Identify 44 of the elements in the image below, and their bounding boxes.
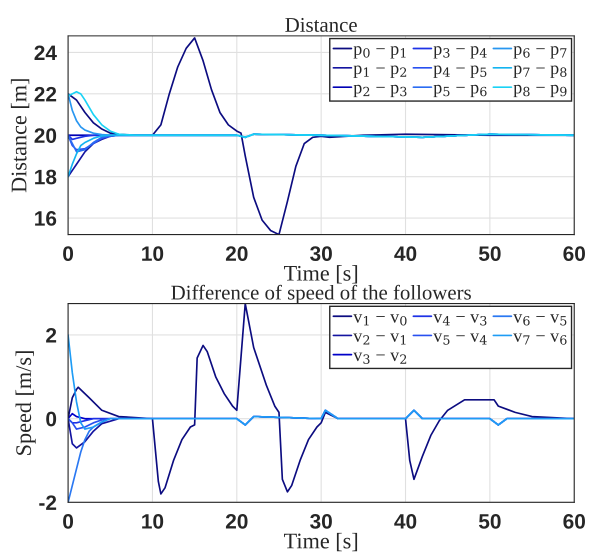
- y-axis-title: Speed [m/s]: [16, 351, 36, 455]
- y-tick-label: 16: [35, 211, 56, 226]
- legend-label: p$_{2}$ − p$_{3}$: [354, 84, 406, 98]
- x-tick-label: 40: [394, 514, 416, 529]
- x-tick-label: 50: [478, 246, 501, 262]
- x-tick-label: 0: [63, 514, 74, 529]
- x-tick-label: 10: [142, 246, 164, 262]
- legend-label: v$_{5}$ − v$_{4}$: [433, 333, 487, 345]
- x-tick-label: 40: [394, 246, 416, 262]
- legend-label: v$_{3}$ − v$_{2}$: [353, 352, 406, 364]
- legend-label: p$_{1}$ − p$_{2}$: [354, 65, 406, 78]
- legend-label: v$_{7}$ − v$_{6}$: [513, 333, 567, 345]
- legend-label: p$_{8}$ − p$_{9}$: [514, 84, 567, 98]
- y-tick-label: 24: [34, 45, 57, 60]
- x-tick-label: 30: [310, 514, 332, 529]
- x-tick-label: 20: [226, 514, 248, 529]
- legend-label: p$_{3}$ − p$_{4}$: [434, 46, 487, 59]
- y-axis-title: Distance [m]: [10, 79, 30, 192]
- legend-label: p$_{6}$ − p$_{7}$: [514, 46, 566, 59]
- x-tick-label: 0: [63, 246, 74, 262]
- y-tick-label: 22: [34, 86, 56, 102]
- legend-label: p$_{5}$ − p$_{6}$: [434, 84, 487, 98]
- legend-label: v$_{1}$ − v$_{0}$: [353, 314, 407, 326]
- legend-label: p$_{0}$ − p$_{1}$: [354, 46, 406, 59]
- chart-title: Difference of speed of the followers: [171, 284, 471, 304]
- legend-label: v$_{4}$ − v$_{3}$: [433, 314, 486, 326]
- y-tick-label: -2: [39, 495, 56, 510]
- x-axis-title: Time [s]: [284, 532, 358, 552]
- x-axis-title: Time [s]: [284, 265, 358, 284]
- chart-title: Distance: [285, 18, 357, 32]
- legend-label: v$_{2}$ − v$_{1}$: [353, 333, 406, 345]
- x-tick-label: 60: [563, 514, 585, 529]
- y-tick-label: 18: [35, 170, 56, 184]
- x-tick-label: 60: [563, 246, 585, 262]
- x-tick-label: 30: [310, 246, 332, 262]
- legend-label: p$_{7}$ − p$_{8}$: [514, 65, 567, 78]
- y-tick-label: 0: [46, 412, 56, 426]
- x-tick-label: 50: [478, 514, 501, 529]
- x-tick-label: 20: [226, 246, 248, 262]
- legend-label: p$_{4}$ − p$_{5}$: [434, 65, 486, 78]
- y-tick-label: 20: [34, 128, 56, 143]
- y-tick-label: 2: [46, 328, 56, 343]
- x-tick-label: 10: [142, 514, 164, 529]
- legend-label: v$_{6}$ − v$_{5}$: [513, 314, 566, 326]
